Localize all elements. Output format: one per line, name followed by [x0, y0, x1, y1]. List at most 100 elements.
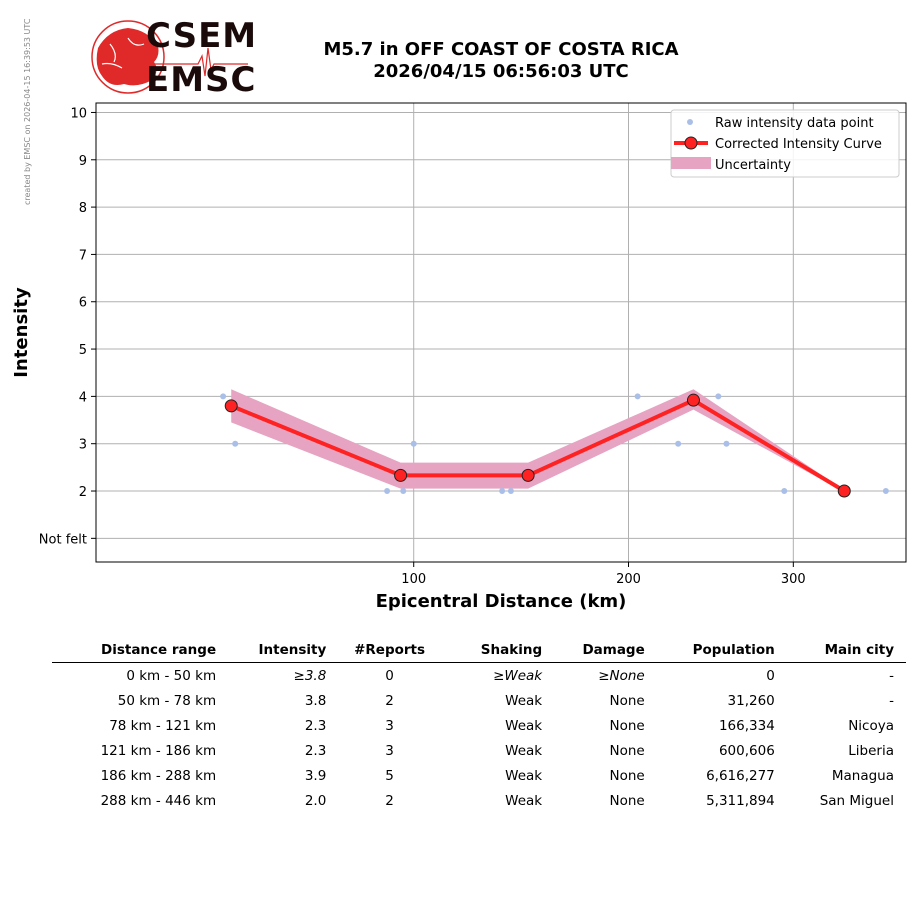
legend-band-label: Uncertainty — [715, 158, 791, 173]
y-tick-label: 3 — [79, 438, 87, 453]
table-row: 0 km - 50 km ≥3.8 0 ≥Weak ≥None 0 - — [52, 663, 906, 689]
table-cell: 2.3 — [304, 742, 327, 759]
table-cell: 78 km - 121 km — [109, 717, 217, 734]
table-cell: 0 km - 50 km — [126, 667, 217, 684]
raw-data-point — [384, 488, 391, 495]
table-cell: 186 km - 288 km — [100, 767, 217, 784]
table-cell: 3.9 — [304, 767, 327, 784]
raw-data-point — [882, 488, 889, 495]
y-tick-label: 7 — [79, 248, 87, 263]
curve-marker — [686, 393, 700, 407]
raw-data-point — [715, 393, 722, 400]
raw-data-point — [507, 488, 514, 495]
legend-raw-marker — [687, 119, 693, 125]
table-cell: Weak — [505, 742, 543, 759]
table-row: 78 km - 121 km 2.3 3 Weak None 166,334 Nicoya — [52, 713, 906, 738]
table-cell: ≥None — [598, 667, 645, 684]
table-row: 288 km - 446 km 2.0 2 Weak None 5,311,894 San … — [52, 788, 906, 813]
table-row: 121 km - 186 km 2.3 3 Weak None 600,606 Liberi… — [52, 738, 906, 763]
intensity-chart: Not felt 2 3 4 5 6 7 8 9 10 100 200 300 Epicentral Di… — [11, 102, 907, 612]
table-header-row: Distance range Intensity #Reports Shaking Da… — [52, 640, 906, 663]
table-cell: 50 km - 78 km — [117, 692, 217, 709]
table-cell: None — [609, 792, 645, 809]
raw-data-point — [400, 488, 407, 495]
y-axis-label: Intensity — [11, 287, 32, 378]
curve-marker — [394, 468, 408, 482]
curve-marker — [224, 399, 238, 413]
table-cell: 2 — [385, 792, 394, 809]
table-cell: ≥3.8 — [293, 667, 327, 684]
table-row: 186 km - 288 km 3.9 5 Weak None 6,616,277 Mana… — [52, 763, 906, 788]
table-cell: San Miguel — [819, 792, 894, 809]
table-cell: 166,334 — [718, 717, 775, 734]
table-cell: None — [609, 742, 645, 759]
table-header-cell: Shaking — [452, 640, 555, 663]
legend-band-swatch — [671, 157, 711, 169]
chart-title-line1: M5.7 in OFF COAST OF COSTA RICA — [323, 39, 679, 60]
table-cell: 0 — [385, 667, 394, 684]
raw-data-point — [723, 440, 730, 447]
y-tick-label: 6 — [79, 296, 87, 311]
table-cell: 2 — [385, 692, 394, 709]
curve-marker — [837, 484, 851, 498]
legend-curve-label: Corrected Intensity Curve — [715, 137, 882, 152]
table-cell: 288 km - 446 km — [100, 792, 217, 809]
table-cell: Liberia — [848, 742, 894, 759]
table-header-cell: #Reports — [338, 640, 453, 663]
chart-title-line2: 2026/04/15 06:56:03 UTC — [373, 61, 629, 82]
table-body: 0 km - 50 km ≥3.8 0 ≥Weak ≥None 0-50 km - 78 … — [52, 663, 906, 814]
y-tick-label: 10 — [70, 106, 87, 121]
uncertainty-band — [231, 389, 845, 492]
table-cell: Weak — [505, 717, 543, 734]
table-row: 50 km - 78 km 3.8 2 Weak None 31,260 - — [52, 688, 906, 713]
table-header-cell: Damage — [554, 640, 657, 663]
table-header-cell: Population — [656, 640, 787, 663]
x-axis-label: Epicentral Distance (km) — [376, 591, 627, 612]
table-header-cell: Intensity — [228, 640, 339, 663]
table-cell: - — [889, 667, 894, 684]
table-cell: 31,260 — [727, 692, 775, 709]
x-tick-label: 100 — [401, 572, 426, 587]
plot-frame — [95, 102, 907, 563]
logo-globe-ring — [91, 20, 165, 94]
table-cell: Weak — [505, 792, 543, 809]
table-cell: 2.0 — [304, 792, 327, 809]
table-cell: 600,606 — [718, 742, 775, 759]
raw-data-point — [232, 440, 239, 447]
x-tick-label: 200 — [616, 572, 641, 587]
y-tick-label: 2 — [79, 485, 87, 500]
table-header-cell: Distance range — [52, 640, 229, 663]
table-cell: None — [609, 717, 645, 734]
table-cell: Weak — [505, 692, 543, 709]
table-cell: 0 — [766, 667, 775, 684]
y-tick-label: 4 — [79, 390, 87, 405]
logo-text-csem: CSEM — [146, 16, 258, 56]
table-cell: 5,311,894 — [706, 792, 775, 809]
logo-seismogram — [148, 47, 248, 77]
curve-marker — [521, 468, 535, 482]
legend-raw-label: Raw intensity data point — [715, 116, 874, 131]
raw-data-point — [781, 488, 788, 495]
table-cell: 121 km - 186 km — [100, 742, 217, 759]
table-cell: - — [889, 692, 894, 709]
table-cell: 3 — [385, 717, 394, 734]
table-cell: 3 — [385, 742, 394, 759]
raw-data-point — [634, 393, 641, 400]
raw-data-point — [220, 393, 227, 400]
raw-data-point — [499, 488, 506, 495]
legend-box — [670, 109, 900, 178]
emsc-logo — [91, 20, 248, 94]
table-cell: Weak — [505, 767, 543, 784]
logo-text-emsc: EMSC — [146, 60, 257, 100]
intensity-summary-table: Distance range Intensity #Reports Shaking Da… — [52, 640, 906, 813]
table-cell: 6,616,277 — [706, 767, 775, 784]
table-cell: 3.8 — [304, 692, 327, 709]
x-tick-label: 300 — [781, 572, 806, 587]
table-cell: 2.3 — [304, 717, 327, 734]
y-tick-label: 9 — [79, 154, 87, 169]
table-cell: None — [609, 692, 645, 709]
legend-curve-marker — [684, 136, 698, 150]
table-cell: Managua — [831, 767, 894, 784]
raw-data-point — [675, 440, 682, 447]
y-tick-label: 5 — [79, 343, 87, 358]
